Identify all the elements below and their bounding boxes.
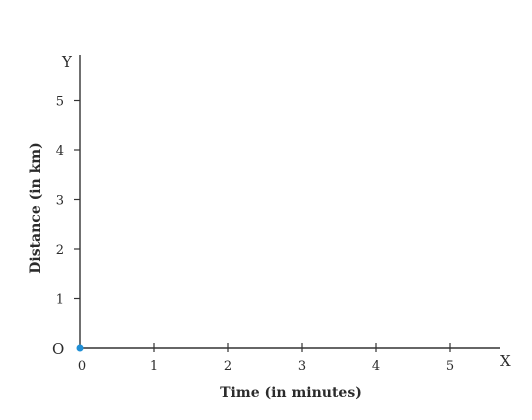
y-tick-label: 2 [56,243,64,258]
x-tick-label: 0 [78,359,86,374]
y-tick-label: 4 [56,144,64,159]
y-tick-label: 3 [56,194,64,209]
x-tick-label: 1 [150,359,158,374]
x-tick-label: 5 [446,359,454,374]
origin-label: O [52,340,64,358]
y-ticks: 1 2 3 4 5 [56,95,80,308]
x-tick-label: 3 [298,359,306,374]
x-tick-label: 4 [372,359,380,374]
x-axis-letter: X [500,352,511,370]
x-axis-title: Time (in minutes) [220,385,362,401]
x-ticks: 0 1 2 3 4 5 [78,343,454,374]
y-axis-letter: Y [61,53,73,71]
data-points [76,344,84,352]
y-tick-label: 1 [56,293,64,308]
x-tick-label: 2 [224,359,232,374]
axes [79,55,500,349]
y-axis-title: Distance (in km) [28,142,44,274]
data-point [76,344,84,352]
y-tick-label: 5 [56,95,64,110]
